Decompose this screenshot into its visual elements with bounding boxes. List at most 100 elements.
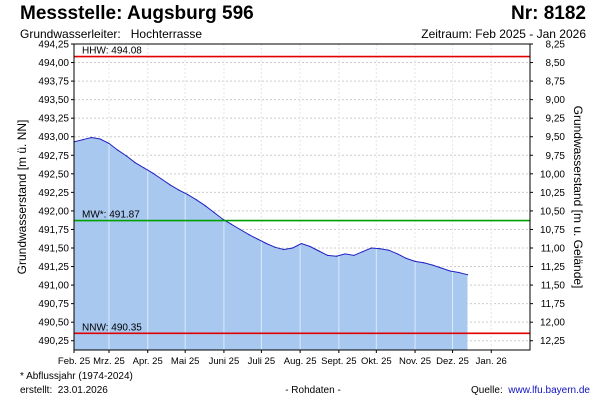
data-point	[466, 274, 469, 276]
data-point	[143, 167, 145, 169]
y-tick-label: 490,25	[38, 336, 69, 347]
y2-tick-label: 12,25	[540, 336, 565, 347]
ref-label-nnw: NNW: 490.35	[82, 322, 142, 333]
data-point	[99, 138, 101, 140]
data-point	[327, 254, 329, 257]
data-point	[396, 253, 399, 255]
plot-frame	[73, 43, 531, 351]
y2-tick-label: 11,75	[541, 299, 566, 310]
y2-tick-label: 11,25	[541, 262, 566, 273]
data-point	[257, 238, 259, 240]
period-label: Zeitraum: Feb 2025 - Jan 2026	[421, 27, 586, 41]
aquifer-value: Hochterrasse	[130, 27, 203, 41]
source-link[interactable]: www.lfu.bayern.de	[508, 385, 590, 396]
y2-axis-title: Grundwasserstand [m u. Gelände]	[571, 106, 585, 289]
y-tick-label: 491,50	[38, 244, 69, 255]
x-tick-label: Juni 25	[209, 356, 240, 367]
y-tick-label: 491,00	[38, 281, 69, 292]
data-point	[405, 257, 407, 259]
raw-data-note: - Rohdaten -	[285, 385, 341, 396]
data-point	[423, 262, 425, 264]
ref-label-hhw: HHW: 494.08	[82, 46, 142, 57]
data-point	[388, 249, 390, 251]
y-tick-label: 494,00	[38, 58, 69, 69]
data-point	[440, 267, 442, 269]
y2-tick-label: 9,75	[546, 151, 566, 162]
data-point	[152, 172, 154, 174]
data-point	[187, 193, 189, 196]
data-point	[248, 234, 250, 236]
data-point	[300, 242, 302, 245]
data-point	[449, 270, 451, 272]
data-point	[414, 260, 416, 262]
data-point	[335, 255, 337, 257]
data-point	[458, 271, 460, 274]
page-title: Messstelle: Augsburg 596	[20, 3, 254, 24]
x-tick-label: Juli 25	[248, 356, 275, 367]
y-tick-label: 493,50	[38, 95, 69, 106]
data-point	[222, 218, 224, 220]
data-point	[125, 155, 128, 157]
x-tick-label: Apr. 25	[133, 356, 163, 367]
data-point	[353, 254, 355, 257]
source-label: Quelle:	[471, 385, 503, 396]
data-point	[361, 251, 364, 253]
y2-tick-label: 10,25	[540, 188, 565, 199]
source-info: Quelle: www.lfu.bayern.de	[471, 385, 590, 396]
y-tick-label: 493,25	[38, 114, 69, 125]
data-point	[195, 199, 198, 201]
data-point	[169, 184, 171, 186]
groundwater-area	[74, 137, 468, 350]
ref-label-mw: MW*: 491.87	[82, 210, 140, 221]
y2-tick-label: 11,50	[541, 281, 566, 292]
data-point	[265, 242, 267, 245]
x-tick-label: Dez. 25	[436, 356, 469, 367]
data-point	[318, 250, 320, 252]
y-tick-label: 492,25	[38, 188, 69, 199]
data-point	[344, 253, 346, 255]
data-point	[90, 136, 93, 139]
data-point	[108, 142, 110, 145]
groundwater-line	[73, 136, 468, 276]
data-point	[431, 264, 434, 266]
y2-tick-label: 8,75	[546, 77, 566, 88]
y2-tick-label: 8,25	[546, 40, 566, 51]
data-point	[160, 178, 163, 180]
y2-tick-label: 10,75	[540, 225, 565, 236]
y-tick-label: 492,00	[38, 206, 69, 217]
data-point	[379, 248, 381, 250]
data-point	[213, 211, 215, 213]
y2-tick-label: 9,00	[546, 95, 566, 106]
x-tick-label: Jan. 26	[476, 356, 507, 367]
data-point	[309, 245, 311, 248]
data-point	[239, 228, 241, 231]
data-point	[134, 162, 136, 164]
x-tick-label: Okt. 25	[361, 356, 392, 367]
y2-tick-label: 11,00	[541, 244, 566, 255]
y2-tick-label: 9,25	[546, 114, 566, 125]
aquifer-label: Grundwasserleiter:	[20, 27, 121, 41]
data-point	[274, 246, 276, 248]
x-tick-label: Mrz. 25	[93, 356, 125, 367]
y-tick-label: 491,75	[38, 225, 69, 236]
created-label: erstellt:	[20, 385, 53, 396]
x-tick-label: Nov. 25	[399, 356, 431, 367]
y2-tick-label: 10,00	[540, 169, 565, 180]
y-tick-label: 493,75	[38, 77, 69, 88]
data-point	[204, 205, 206, 207]
data-point	[178, 189, 180, 191]
station-number: Nr: 8182	[511, 3, 586, 24]
data-point	[283, 248, 285, 251]
y2-tick-label: 12,00	[540, 318, 565, 329]
aquifer-info: Grundwasserleiter: Hochterrasse	[20, 27, 202, 41]
footnote-abflussjahr: * Abflussjahr (1974-2024)	[20, 371, 133, 382]
x-tick-label: Sept. 25	[321, 356, 356, 367]
data-point	[292, 247, 294, 249]
y-tick-label: 490,50	[38, 318, 69, 329]
y2-tick-label: 10,50	[540, 206, 565, 217]
data-point	[117, 149, 119, 151]
y2-tick-label: 9,50	[546, 132, 566, 143]
created-date: 23.01.2026	[57, 385, 108, 396]
y-axis-title: Grundwasserstand [m ü. NN]	[15, 120, 29, 275]
